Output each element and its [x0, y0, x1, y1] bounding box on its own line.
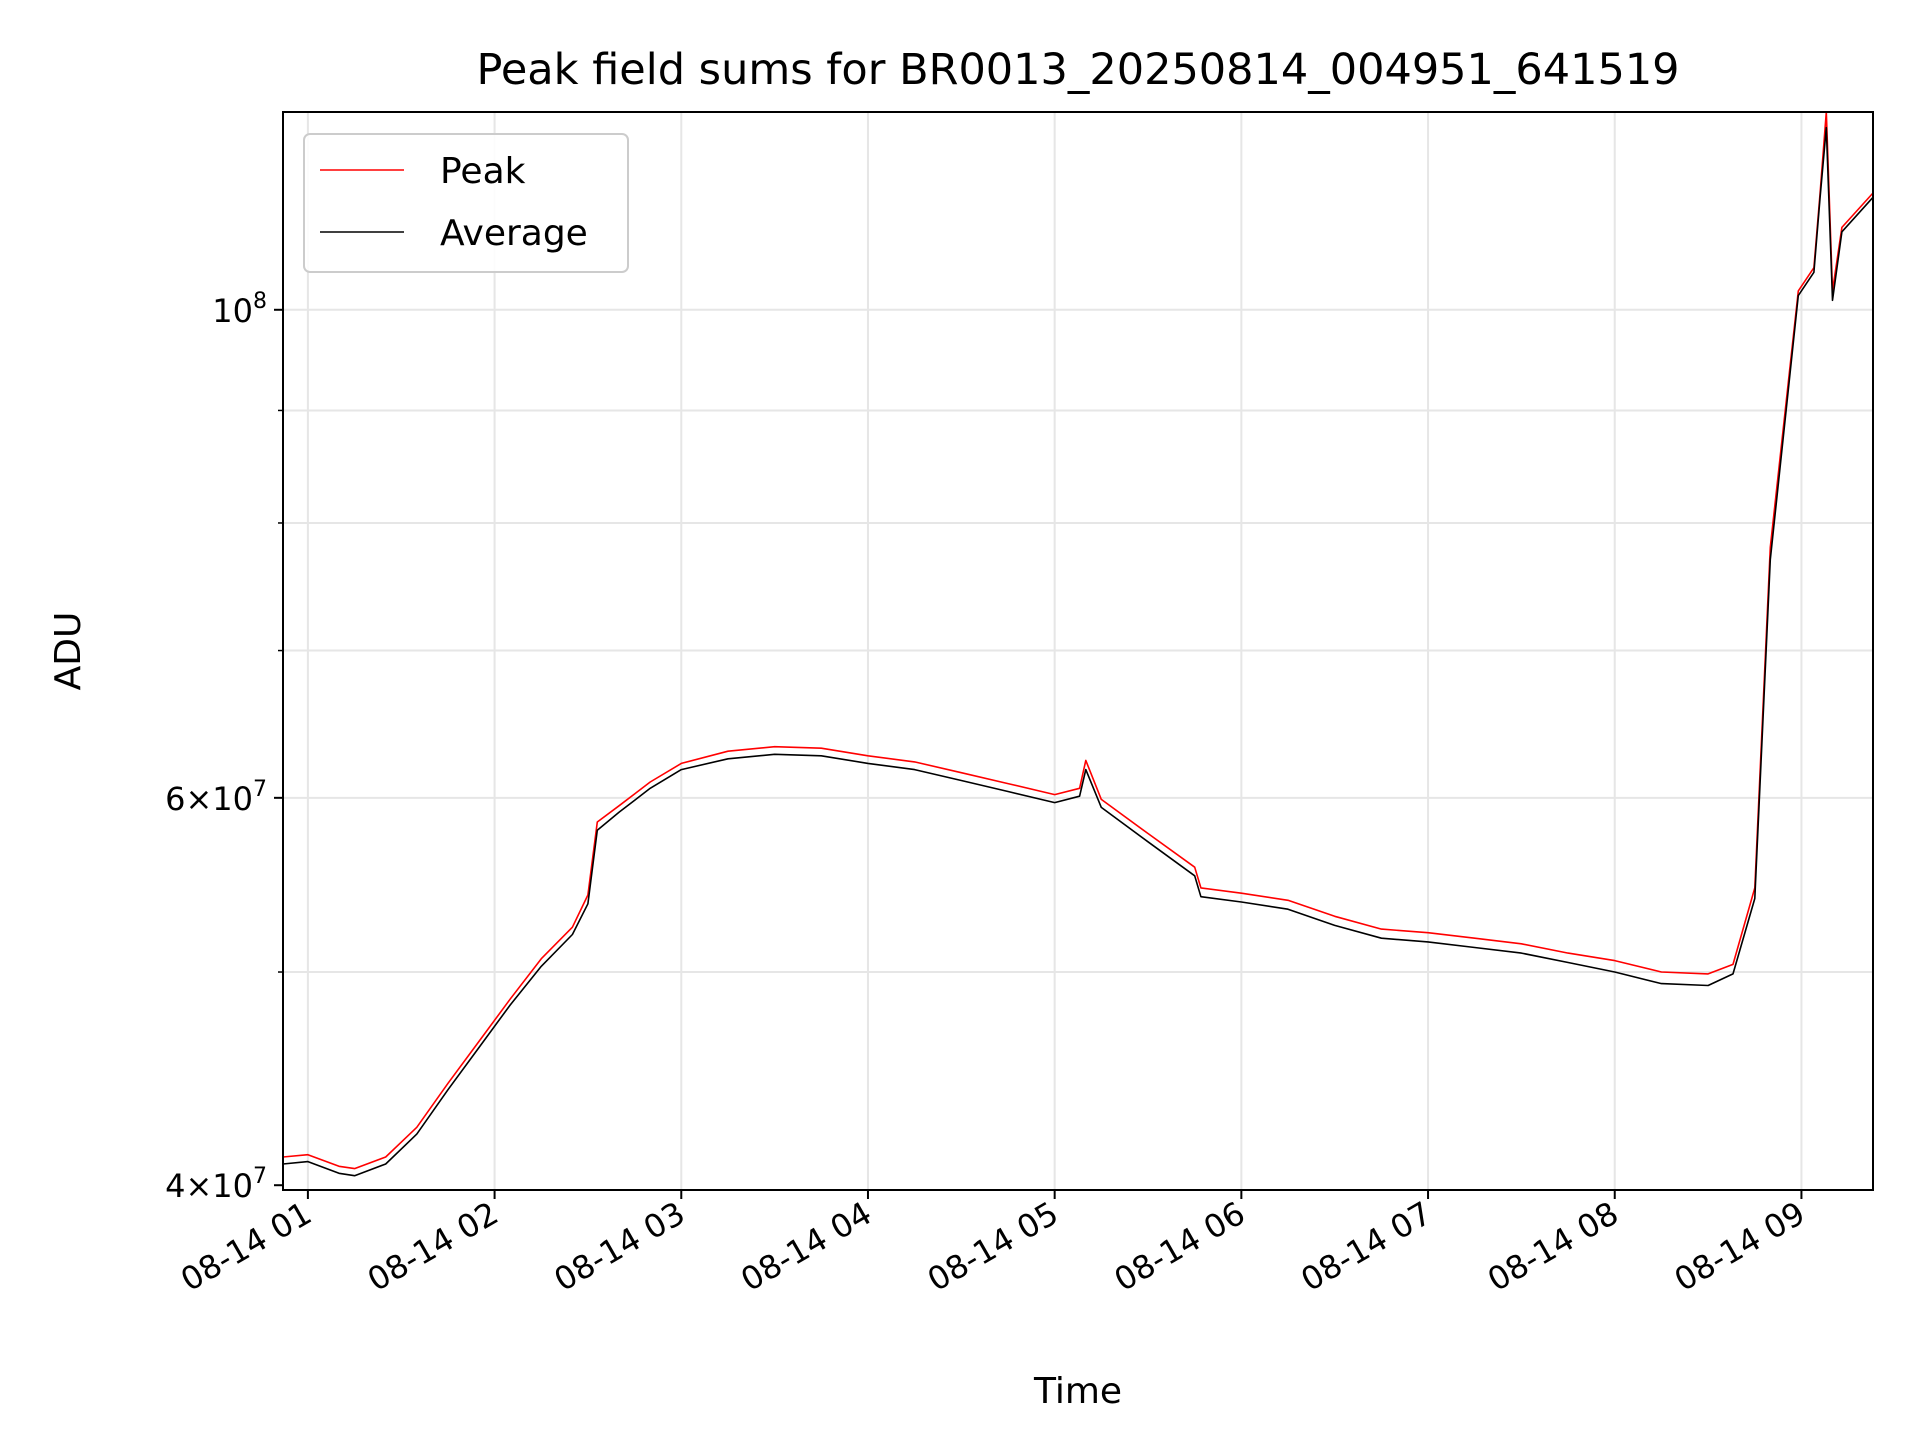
- legend-label-peak: Peak: [440, 151, 526, 192]
- chart-title: Peak field sums for BR0013_20250814_0049…: [476, 45, 1679, 95]
- series-layer: [282, 111, 1874, 1177]
- y-axis-label: ADU: [48, 612, 89, 691]
- series-line-average: [282, 126, 1874, 1177]
- y-tick-label: 6×107: [165, 777, 267, 818]
- series-line-peak: [282, 111, 1874, 1170]
- legend-box: [303, 133, 629, 273]
- x-axis-label: Time: [1033, 1371, 1122, 1412]
- legend: Peak Average: [303, 133, 629, 273]
- legend-label-average: Average: [440, 213, 588, 254]
- y-tick-label: 4×107: [165, 1164, 267, 1205]
